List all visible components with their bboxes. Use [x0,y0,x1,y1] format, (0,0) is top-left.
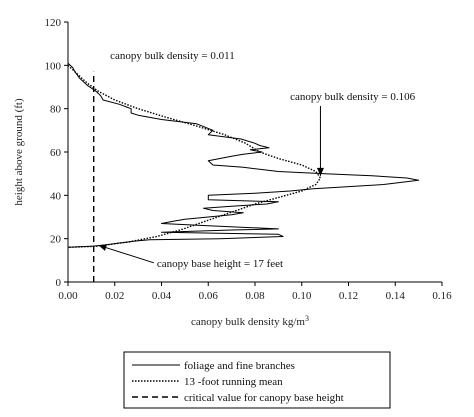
y-tick-label: 20 [50,234,62,246]
x-axis-label: canopy bulk density kg/m3 [191,314,309,329]
y-tick-label: 120 [45,17,62,29]
y-tick-label: 100 [45,60,62,72]
x-tick-label: 0.00 [58,290,78,302]
y-tick-label: 0 [56,277,62,289]
y-tick-label: 40 [50,190,62,202]
x-axis-label-text: canopy bulk density kg/m [191,316,305,328]
legend: foliage and fine branches 13 -foot runni… [123,351,391,409]
x-tick-label: 0.10 [292,290,312,302]
x-tick-label: 0.12 [339,290,358,302]
legend-label-critical-value: critical value for canopy base height [184,392,344,404]
y-tick-label: 60 [50,147,62,159]
x-tick-label: 0.14 [386,290,406,302]
x-tick-label: 0.16 [432,290,452,302]
x-tick-label: 0.02 [105,290,124,302]
arrowhead [98,244,108,251]
plot-area: 0.00 0.02 0.04 0.06 0.08 0.10 0.12 0.14 0.16 0 20 4… [45,17,453,302]
legend-label-running-mean: 13 -foot running mean [184,376,283,388]
annotation-canopy-base-height: canopy base height = 17 feet [157,258,283,270]
x-tick-label: 0.04 [152,290,172,302]
annotation-cbd-0011: canopy bulk density = 0.011 [110,50,235,62]
annotation-cbd-0106: canopy bulk density = 0.106 [290,91,416,103]
y-tick-label: 80 [50,104,62,116]
series-foliage-line [68,62,420,248]
legend-box [123,351,391,409]
x-axis-label-superscript: 3 [305,314,309,323]
annotations: canopy bulk density = 0.011 canopy bulk … [110,50,416,270]
annotation-arrow-canopy-base-height [98,244,154,264]
x-tick-label: 0.06 [199,290,219,302]
arrowhead [316,167,324,176]
legend-label-foliage: foliage and fine branches [184,360,295,372]
series-running-mean-line [68,64,322,248]
x-tick-label: 0.08 [245,290,265,302]
y-axis-label: height above ground (ft) [13,98,25,206]
